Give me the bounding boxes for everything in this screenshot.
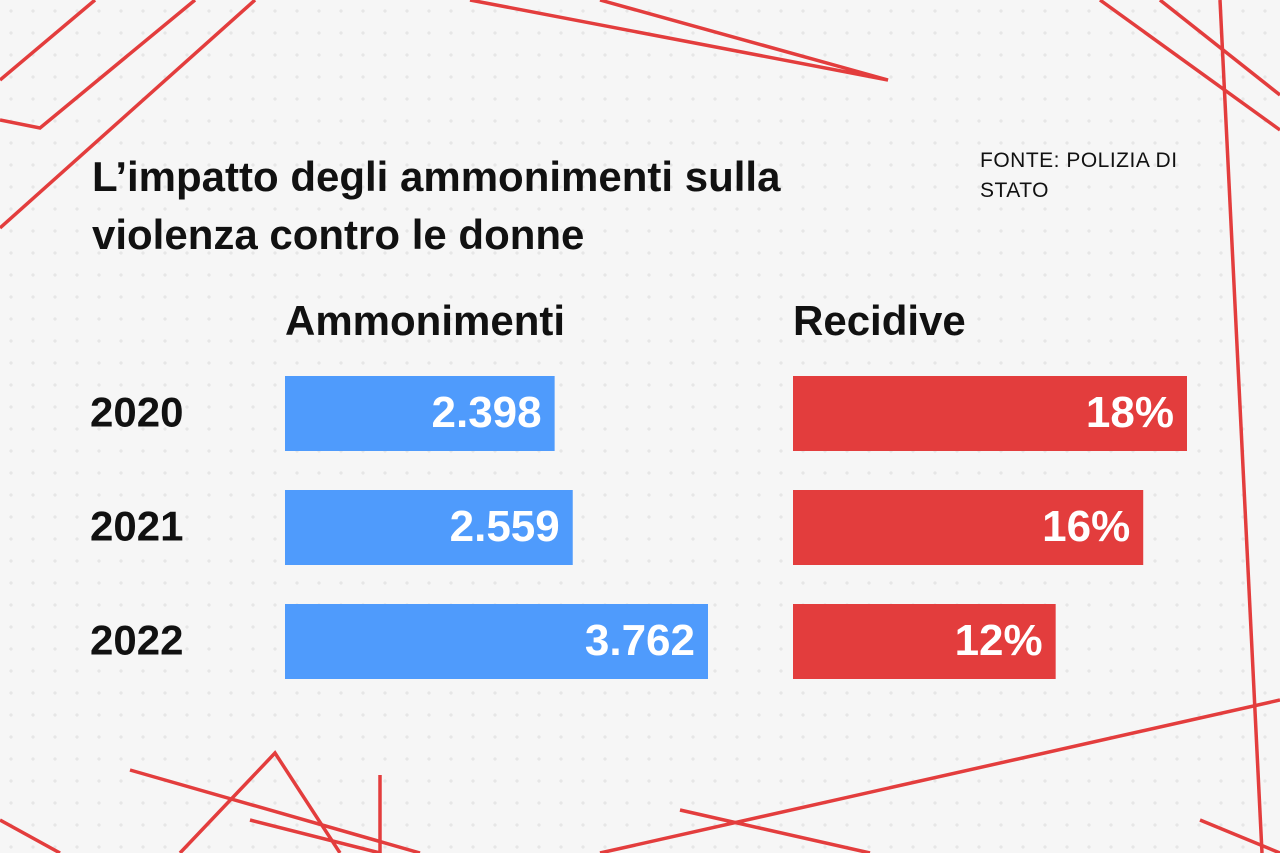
bar (285, 604, 708, 679)
row-label: 2020 (90, 389, 183, 436)
row-label: 2021 (90, 503, 183, 550)
bar (793, 490, 1144, 565)
value-label: 12% (955, 616, 1043, 665)
bar (285, 490, 573, 565)
bar (793, 376, 1187, 451)
series-header: Ammonimenti (285, 297, 565, 344)
value-label: 2.559 (450, 502, 560, 551)
series-header: Recidive (793, 297, 966, 344)
value-label: 2.398 (432, 388, 542, 437)
value-label: 3.762 (585, 616, 695, 665)
row-label: 2022 (90, 617, 183, 664)
source: FONTE: POLIZIA DI STATO (980, 149, 1178, 202)
value-label: 18% (1086, 388, 1174, 437)
chart-title: L’impatto degli ammonimenti sulla violen… (92, 153, 781, 258)
value-label: 16% (1042, 502, 1130, 551)
bar (793, 604, 1056, 679)
bar (285, 376, 555, 451)
